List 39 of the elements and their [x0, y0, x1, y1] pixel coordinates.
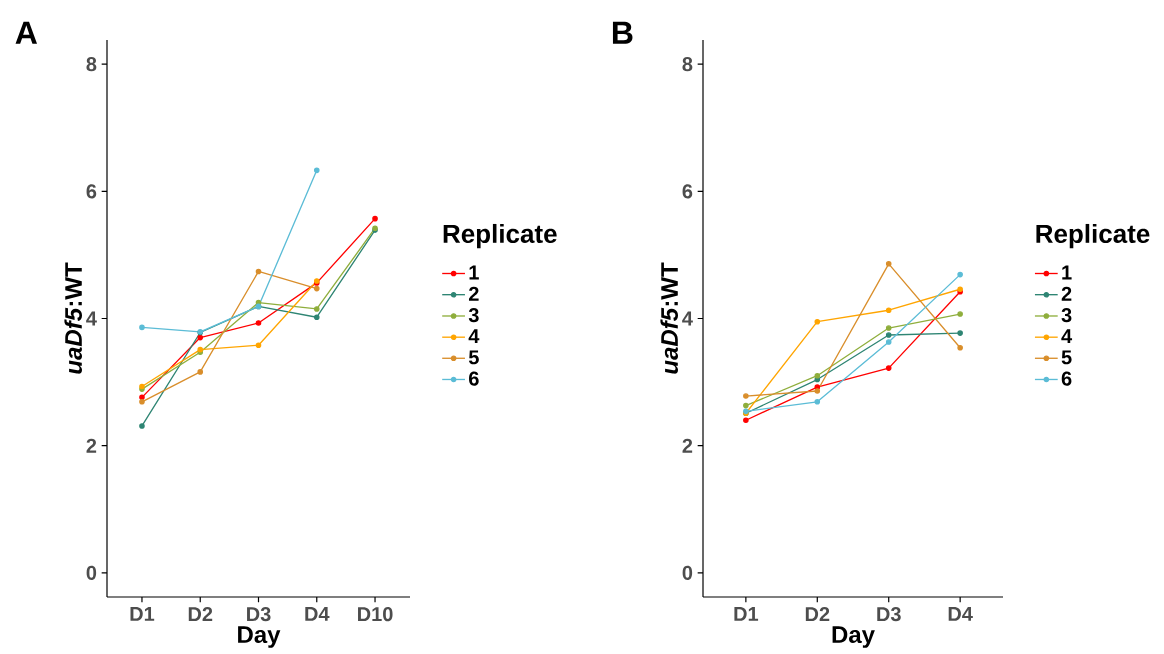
legend-label: 6: [469, 371, 479, 386]
y-tick-label: 6: [682, 184, 693, 199]
y-axis-title: uaDf5:WT: [64, 262, 83, 374]
legend-label: 1: [1062, 265, 1072, 280]
y-tick-label: 0: [682, 565, 693, 580]
chart-title: B: [612, 21, 633, 44]
chart-title: A: [15, 21, 38, 44]
legend-label: 5: [1061, 350, 1072, 365]
legend-label: 2: [468, 286, 479, 301]
x-tick-label: D4: [948, 607, 973, 621]
legend-title: Replicate: [1036, 223, 1150, 249]
legend-label: 4: [1061, 329, 1073, 344]
x-tick-label: D3: [877, 607, 901, 622]
legend-label: 2: [1061, 286, 1072, 301]
legend-label: 1: [469, 265, 479, 280]
y-tick-label: 6: [86, 184, 97, 199]
legend-title: Replicate: [443, 223, 557, 249]
y-tick-label: 8: [682, 57, 693, 72]
x-tick-label: D10: [358, 607, 393, 622]
y-axis-title: uaDf5:WT: [660, 262, 679, 374]
legend-label: 6: [1061, 371, 1072, 386]
x-tick-label: D2: [188, 607, 213, 622]
y-tick-label: 8: [86, 57, 97, 72]
legend-label: 3: [468, 308, 479, 323]
x-tick-label: D3: [247, 607, 271, 622]
legend-label: 3: [1061, 308, 1072, 323]
legend-label: 4: [468, 329, 480, 344]
y-tick-label: 0: [86, 565, 97, 580]
x-tick-label: D1: [734, 607, 759, 621]
x-axis-title: Day: [832, 626, 875, 648]
x-tick-label: D2: [805, 607, 830, 622]
y-tick-label: 2: [682, 438, 693, 453]
y-tick-label: 4: [682, 311, 693, 326]
legend-label: 5: [468, 350, 479, 365]
x-axis-title: Day: [238, 626, 281, 648]
x-tick-label: D1: [130, 607, 155, 621]
y-tick-label: 4: [86, 311, 97, 326]
y-tick-label: 2: [86, 438, 97, 453]
x-tick-label: D4: [305, 607, 330, 621]
